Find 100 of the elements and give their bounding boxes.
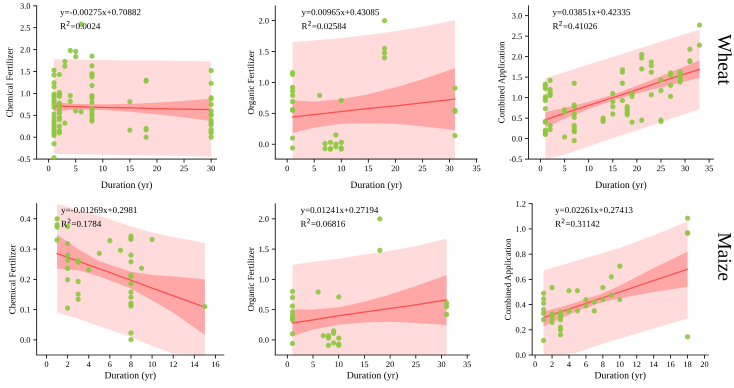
x-tick-label: 15 (364, 166, 372, 172)
x-tick-label: 0 (44, 362, 48, 368)
x-tick-label: 30 (207, 166, 215, 172)
y-tick-label: 0.8 (516, 251, 526, 258)
x-tick-label: 6 (108, 362, 112, 368)
annotation: y=-0.00275x+0.70882 (60, 9, 140, 18)
y-tick-label: 1.5 (20, 68, 30, 75)
y-tick-label: 0.0 (512, 136, 522, 142)
y-tick-label: 1.0 (516, 226, 526, 232)
x-tick-label: 25 (657, 166, 665, 172)
x-tick-label: 15 (609, 166, 617, 172)
x-tick-label: 25 (412, 362, 420, 368)
x-tick-label: 20 (392, 166, 400, 172)
x-tick-label: 0 (286, 362, 290, 368)
x-tick-label: 14 (190, 362, 198, 368)
x-tick-label: 30 (681, 166, 689, 172)
y-axis-title: Combined Application (504, 238, 513, 320)
x-tick-label: 10 (616, 362, 624, 368)
annotation: y=0.00965x+0.43085 (302, 9, 380, 18)
x-tick-label: 4 (567, 362, 571, 368)
y-axis-title: Combined Application (498, 42, 506, 124)
x-tick-label: 35 (463, 362, 472, 368)
y-tick-label: 1.0 (259, 80, 269, 86)
x-tick-label: 5 (311, 362, 315, 368)
x-tick-label: 15 (360, 362, 368, 368)
y-tick-label: 0.2 (516, 327, 526, 333)
x-tick-label: 20 (153, 166, 161, 172)
x-tick-label: 2 (66, 362, 70, 368)
x-tick-label: 25 (180, 166, 188, 172)
x-tick-label: 10 (585, 166, 593, 172)
x-axis-title: Duration (yr) (104, 372, 156, 380)
y-tick-label: 0.5 (258, 110, 269, 116)
x-tick-label: 12 (170, 362, 177, 368)
y-tick-label: 1.2 (516, 201, 526, 207)
x-tick-label: 4 (86, 362, 91, 368)
x-tick-label: 20 (700, 362, 708, 368)
y-tick-label: 0.6 (516, 276, 526, 282)
annotation: y=0.02261x+0.27413 (555, 206, 633, 215)
x-tick-label: 5 (74, 166, 78, 172)
y-tick-label: 0.5 (512, 115, 522, 122)
x-tick-label: 0 (533, 362, 537, 368)
x-tick-label: 5 (563, 166, 566, 172)
annotation: R$^{2}$=0.1784 (61, 218, 102, 227)
y-tick-label: 2.0 (258, 18, 269, 24)
annotation: y=0.01241x+0.27194 (300, 206, 378, 215)
text: Maize (718, 232, 732, 280)
x-tick-label: 30 (438, 362, 446, 368)
y-tick-label: 0.5 (258, 306, 269, 313)
y-tick-label: 0.0 (258, 142, 269, 148)
y-tick-label: 0.0 (516, 352, 526, 358)
y-tick-label: -0.5 (509, 156, 522, 162)
y-tick-label: 0.4 (516, 302, 526, 308)
annotation: R$^{2}$=0.06816 (300, 218, 346, 227)
x-tick-label: 16 (212, 362, 220, 368)
y-tick-label: 0.0 (258, 337, 269, 343)
y-axis-title: Chemical Fertilizer (9, 244, 16, 314)
y-axis-title: Chemical Fertilizer (6, 48, 13, 118)
x-tick-label: 10 (99, 166, 107, 172)
y-tick-label: 0.2 (20, 276, 30, 282)
x-tick-label: 8 (601, 362, 605, 368)
annotation: R$^{2}$=0.41026 (552, 20, 598, 30)
y-tick-label: 3.0 (512, 13, 522, 19)
y-tick-label: 0.4 (20, 216, 30, 222)
x-tick-label: 30 (446, 166, 454, 172)
x-axis-title: Duration (yr) (594, 372, 646, 380)
y-tick-label: 0.3 (20, 246, 30, 252)
x-tick-label: 5 (312, 166, 316, 172)
x-axis-title: Duration (yr) (595, 181, 646, 190)
x-axis-title: Duration (yr) (350, 181, 402, 190)
y-tick-label: 2.5 (20, 25, 30, 31)
x-tick-label: 2 (550, 362, 554, 368)
y-tick-label: 0.5 (20, 112, 30, 118)
x-tick-label: 0 (46, 166, 50, 172)
x-tick-label: 12 (633, 362, 640, 368)
annotation: R$^{2}$=0.0024 (60, 20, 100, 30)
y-tick-label: 1.0 (20, 90, 30, 96)
x-tick-label: 20 (386, 362, 394, 368)
x-tick-label: 25 (418, 166, 426, 172)
x-tick-label: 6 (584, 362, 588, 368)
y-tick-label: 0.0 (20, 134, 30, 140)
y-tick-label: -0.5 (18, 156, 30, 162)
x-tick-label: 14 (650, 362, 658, 368)
y-tick-label: 3.0 (20, 3, 30, 9)
x-tick-label: 8 (129, 362, 133, 368)
x-tick-label: 10 (338, 166, 346, 172)
y-tick-label: 0.1 (20, 306, 30, 313)
y-axis-title: Organic Fertilizer (248, 50, 256, 114)
y-tick-label: 1.5 (512, 74, 522, 80)
text: Wheat (718, 34, 732, 85)
x-tick-label: 0 (538, 166, 542, 172)
annotation: R$^{2}$=0.02584 (302, 20, 346, 30)
y-tick-label: 2.0 (20, 46, 30, 53)
x-tick-label: 10 (335, 362, 343, 368)
x-axis-title: Duration (yr) (347, 372, 398, 380)
x-tick-label: 0 (285, 166, 289, 172)
x-tick-label: 20 (633, 166, 641, 172)
y-tick-label: 1.0 (259, 276, 269, 282)
y-tick-label: 1.5 (259, 246, 269, 252)
y-tick-label: 1.0 (512, 94, 522, 101)
y-axis-title: Organic Fertilizer (248, 247, 256, 312)
